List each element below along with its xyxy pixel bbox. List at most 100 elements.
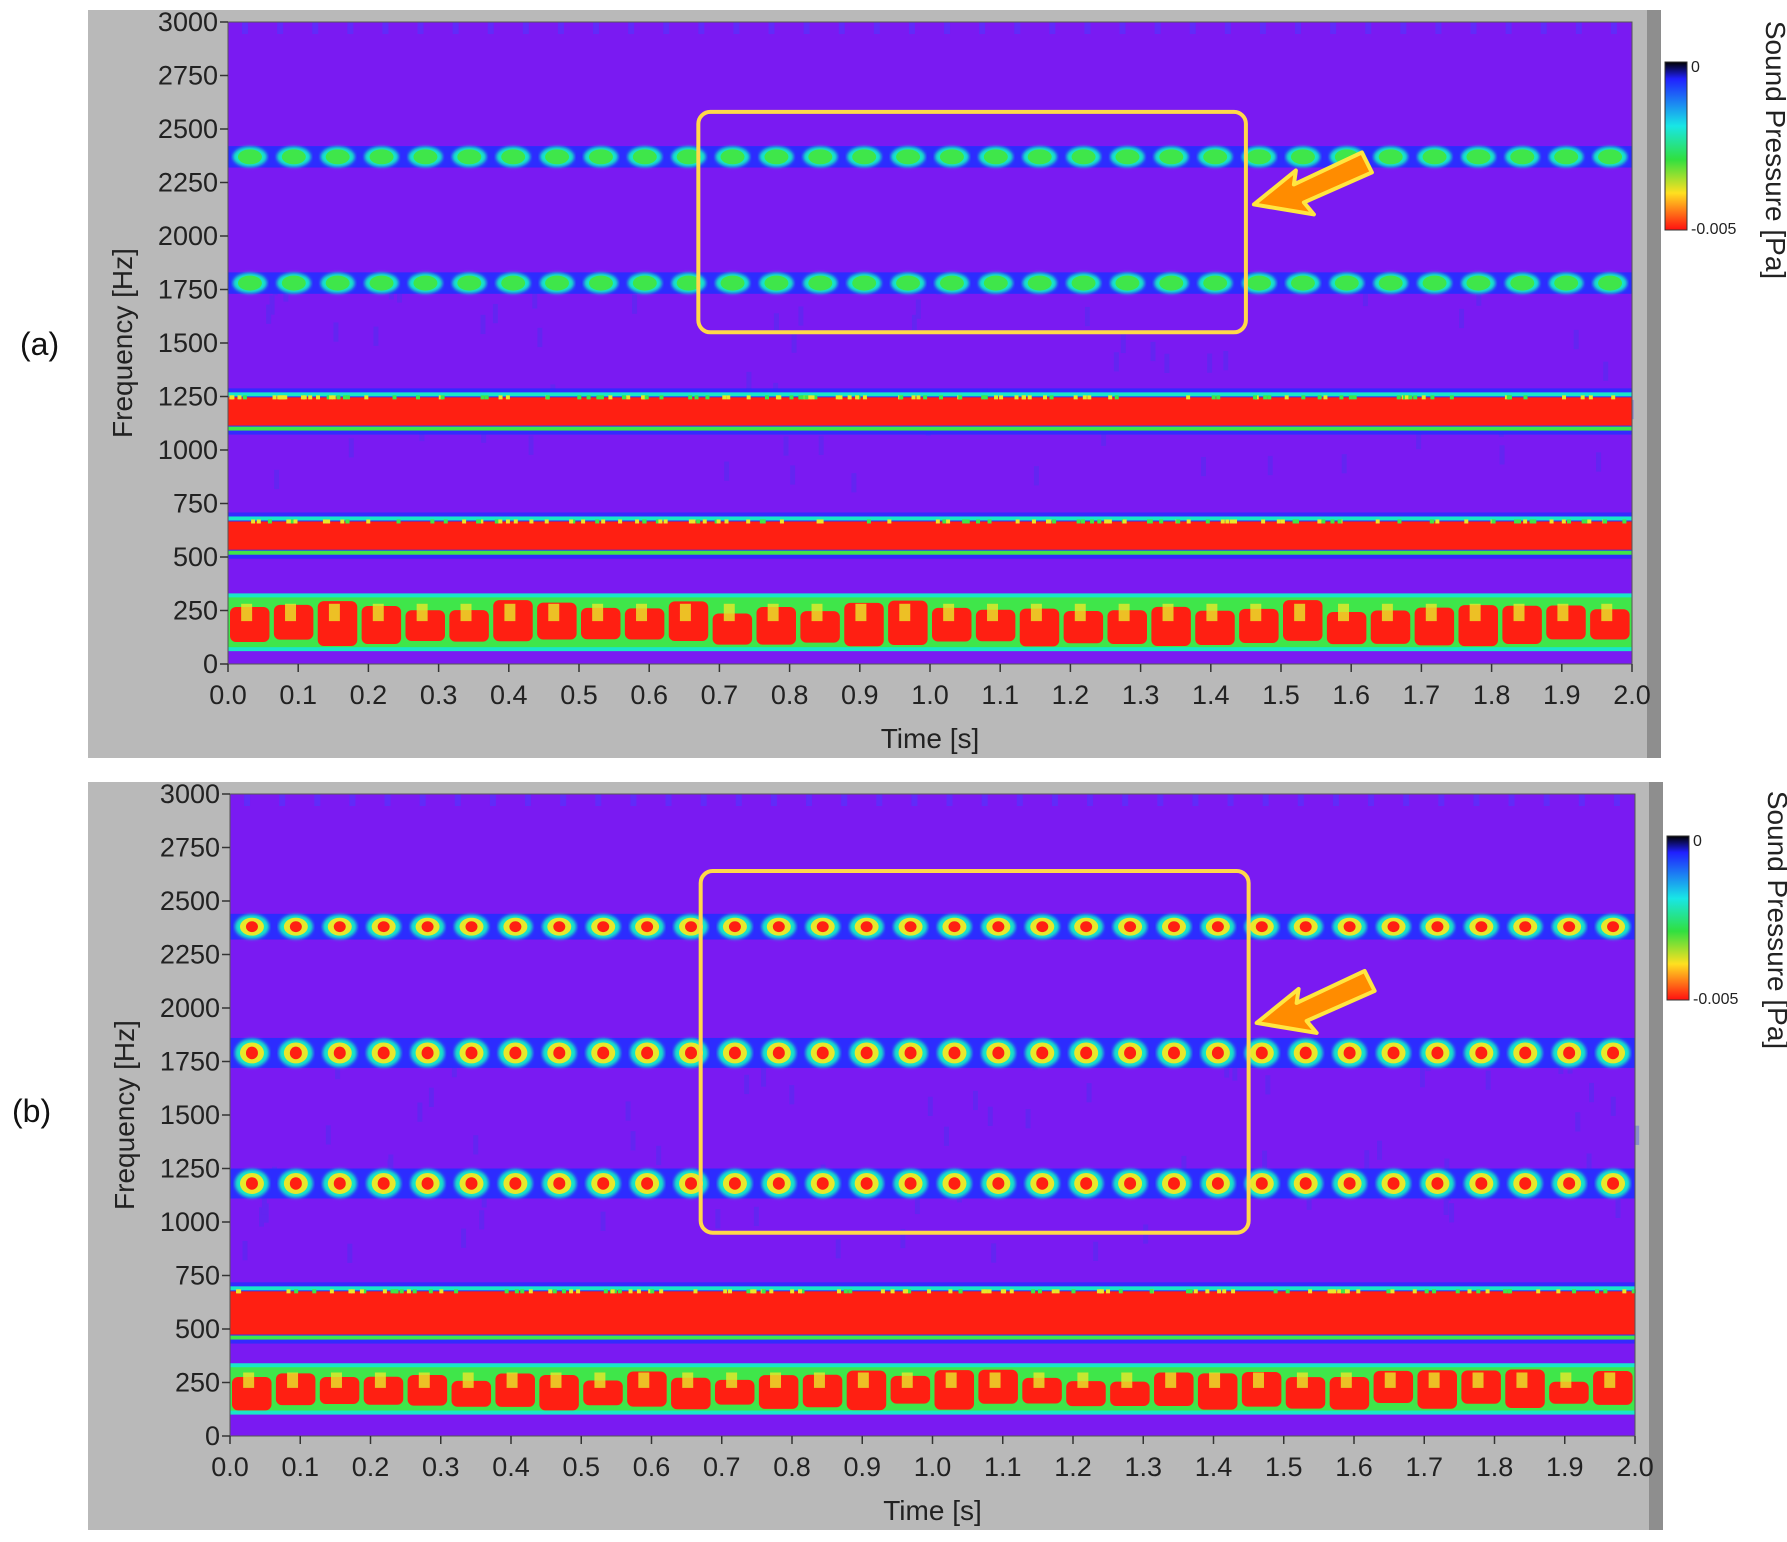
pulse-mid [588,275,613,291]
pulse-core [1475,1177,1488,1190]
band-speckle [816,519,821,524]
pulse-mid [325,275,350,291]
top-edge-streak [1295,22,1302,34]
band-speckle [545,395,550,400]
burst-block [539,1374,579,1411]
burst-highlight [855,603,867,622]
band-speckle [415,395,420,400]
x-tick-label: 0.6 [630,680,668,710]
burst-highlight [416,603,428,622]
band-speckle [911,395,916,400]
band-speckle [399,1289,404,1294]
pulse-core [1387,1177,1400,1190]
x-tick-label: 1.6 [1332,680,1370,710]
burst-block [671,1377,711,1410]
band-speckle [394,1289,399,1294]
burst-block [758,1375,799,1409]
band-speckle [618,519,623,524]
band-speckle [1464,519,1469,524]
pulse-mid [1203,275,1228,291]
burst-highlight [1250,603,1262,622]
pulse-mid [501,149,526,165]
texture-streak [1201,456,1207,477]
pulse-mid [588,149,613,165]
burst-highlight [418,1372,430,1388]
band-speckle [1317,519,1322,524]
texture-streak [479,1210,485,1230]
band-speckle [983,395,988,400]
texture-streak [1364,1150,1370,1170]
pulse-mid [852,149,877,165]
burst-highlight [1077,1372,1089,1388]
pulse-core [1607,1046,1620,1060]
band-speckle [462,519,467,524]
band-speckle [529,519,534,524]
band-speckle [1337,519,1342,524]
band-speckle [340,519,345,524]
pulse-core [772,1177,785,1190]
pulse-core [948,1177,961,1190]
band-speckle [648,1289,653,1294]
pulse-core [1299,921,1312,933]
band-speckle [329,1289,334,1294]
burst-block [800,611,840,643]
highlight-box [698,869,1251,1235]
x-tick-label: 0.1 [279,680,317,710]
pulse-mid [1378,149,1403,165]
burst-highlight [330,1372,342,1388]
band-speckle [548,1289,553,1294]
texture-streak [480,314,486,335]
pulse-core [509,921,522,933]
band-speckle [1337,1289,1342,1294]
band-speckle [599,395,604,400]
burst-highlight [945,1372,957,1388]
pulse-core [1036,1177,1049,1190]
band-speckle [342,395,347,400]
texture-streak [746,371,752,392]
burst-highlight [462,1372,474,1388]
texture-streak [1589,1082,1595,1103]
texture-streak [325,1125,331,1145]
band-speckle [1549,519,1554,524]
top-edge-streak [560,794,567,806]
band-speckle [1106,1289,1111,1294]
band-speckle [1096,1289,1101,1294]
pulse-core [1124,1177,1137,1190]
texture-streak [744,1074,750,1095]
band-speckle [1043,395,1048,400]
y-tick-label: 1000 [160,1207,220,1237]
pulse-core [641,1177,654,1190]
band-speckle [644,395,649,400]
texture-streak [1093,1241,1099,1261]
burst-block [495,1373,535,1407]
pulse-core [1563,1177,1576,1190]
x-tick-label: 1.2 [1054,1452,1092,1482]
pulse-mid [325,149,350,165]
band-speckle [498,395,503,400]
top-edge-streak [733,22,740,34]
burst-highlight [1425,603,1437,622]
y-tick-label: 3000 [160,779,220,809]
texture-streak [261,1195,267,1215]
burst-highlight [638,1372,650,1388]
band-speckle [1285,1289,1290,1294]
texture-streak [335,1060,341,1080]
x-tick-label: 0.8 [773,1452,811,1482]
band-speckle [1339,395,1344,400]
y-tick-label: 2250 [160,940,220,970]
top-edge-streak [489,794,496,806]
texture-streak [835,1239,841,1259]
band-speckle [1523,395,1528,400]
pulse-core [1167,1177,1180,1190]
burst-block [1107,610,1147,644]
pulse-core [1080,1046,1093,1060]
texture-streak [388,1154,394,1174]
texture-streak [1444,1158,1450,1178]
band-speckle [390,1289,395,1294]
pulse-mid [1422,149,1447,165]
band-speckle [586,395,591,400]
pulse-core [728,921,741,933]
band-speckle [804,395,809,400]
x-tick-label: 0.2 [350,680,388,710]
band-speckle [412,1289,417,1294]
